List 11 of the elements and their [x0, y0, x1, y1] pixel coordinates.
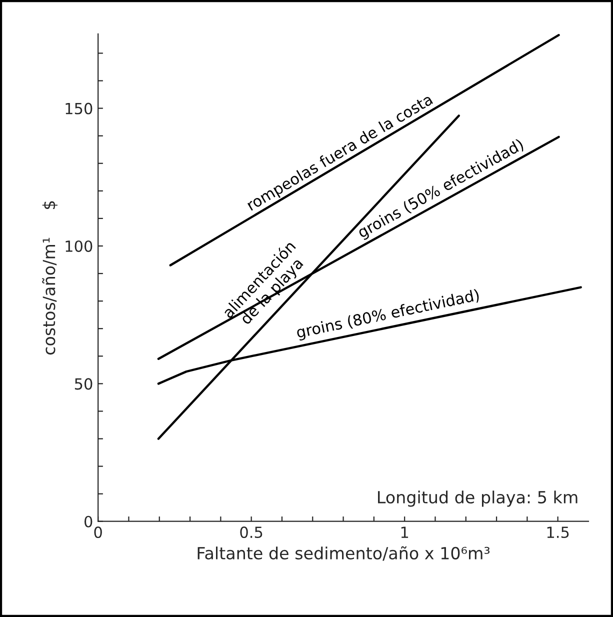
y-axis-title: costos/año/m¹ $: [42, 201, 58, 355]
x-tick-label: 1.5: [547, 526, 569, 538]
y-tick-label: 50: [74, 378, 92, 390]
y-tick-label: 0: [84, 516, 92, 528]
x-tick-label: 1: [401, 526, 408, 538]
y-tick-label: 100: [66, 240, 92, 252]
x-tick-label: 0.5: [240, 526, 262, 538]
y-tick-label: 150: [66, 102, 92, 114]
x-axis-title: Faltante de sedimento/año x 10⁶m³: [198, 546, 490, 561]
annotation: Longitud de playa: 5 km: [378, 490, 578, 507]
x-tick-label: 0: [94, 526, 102, 538]
